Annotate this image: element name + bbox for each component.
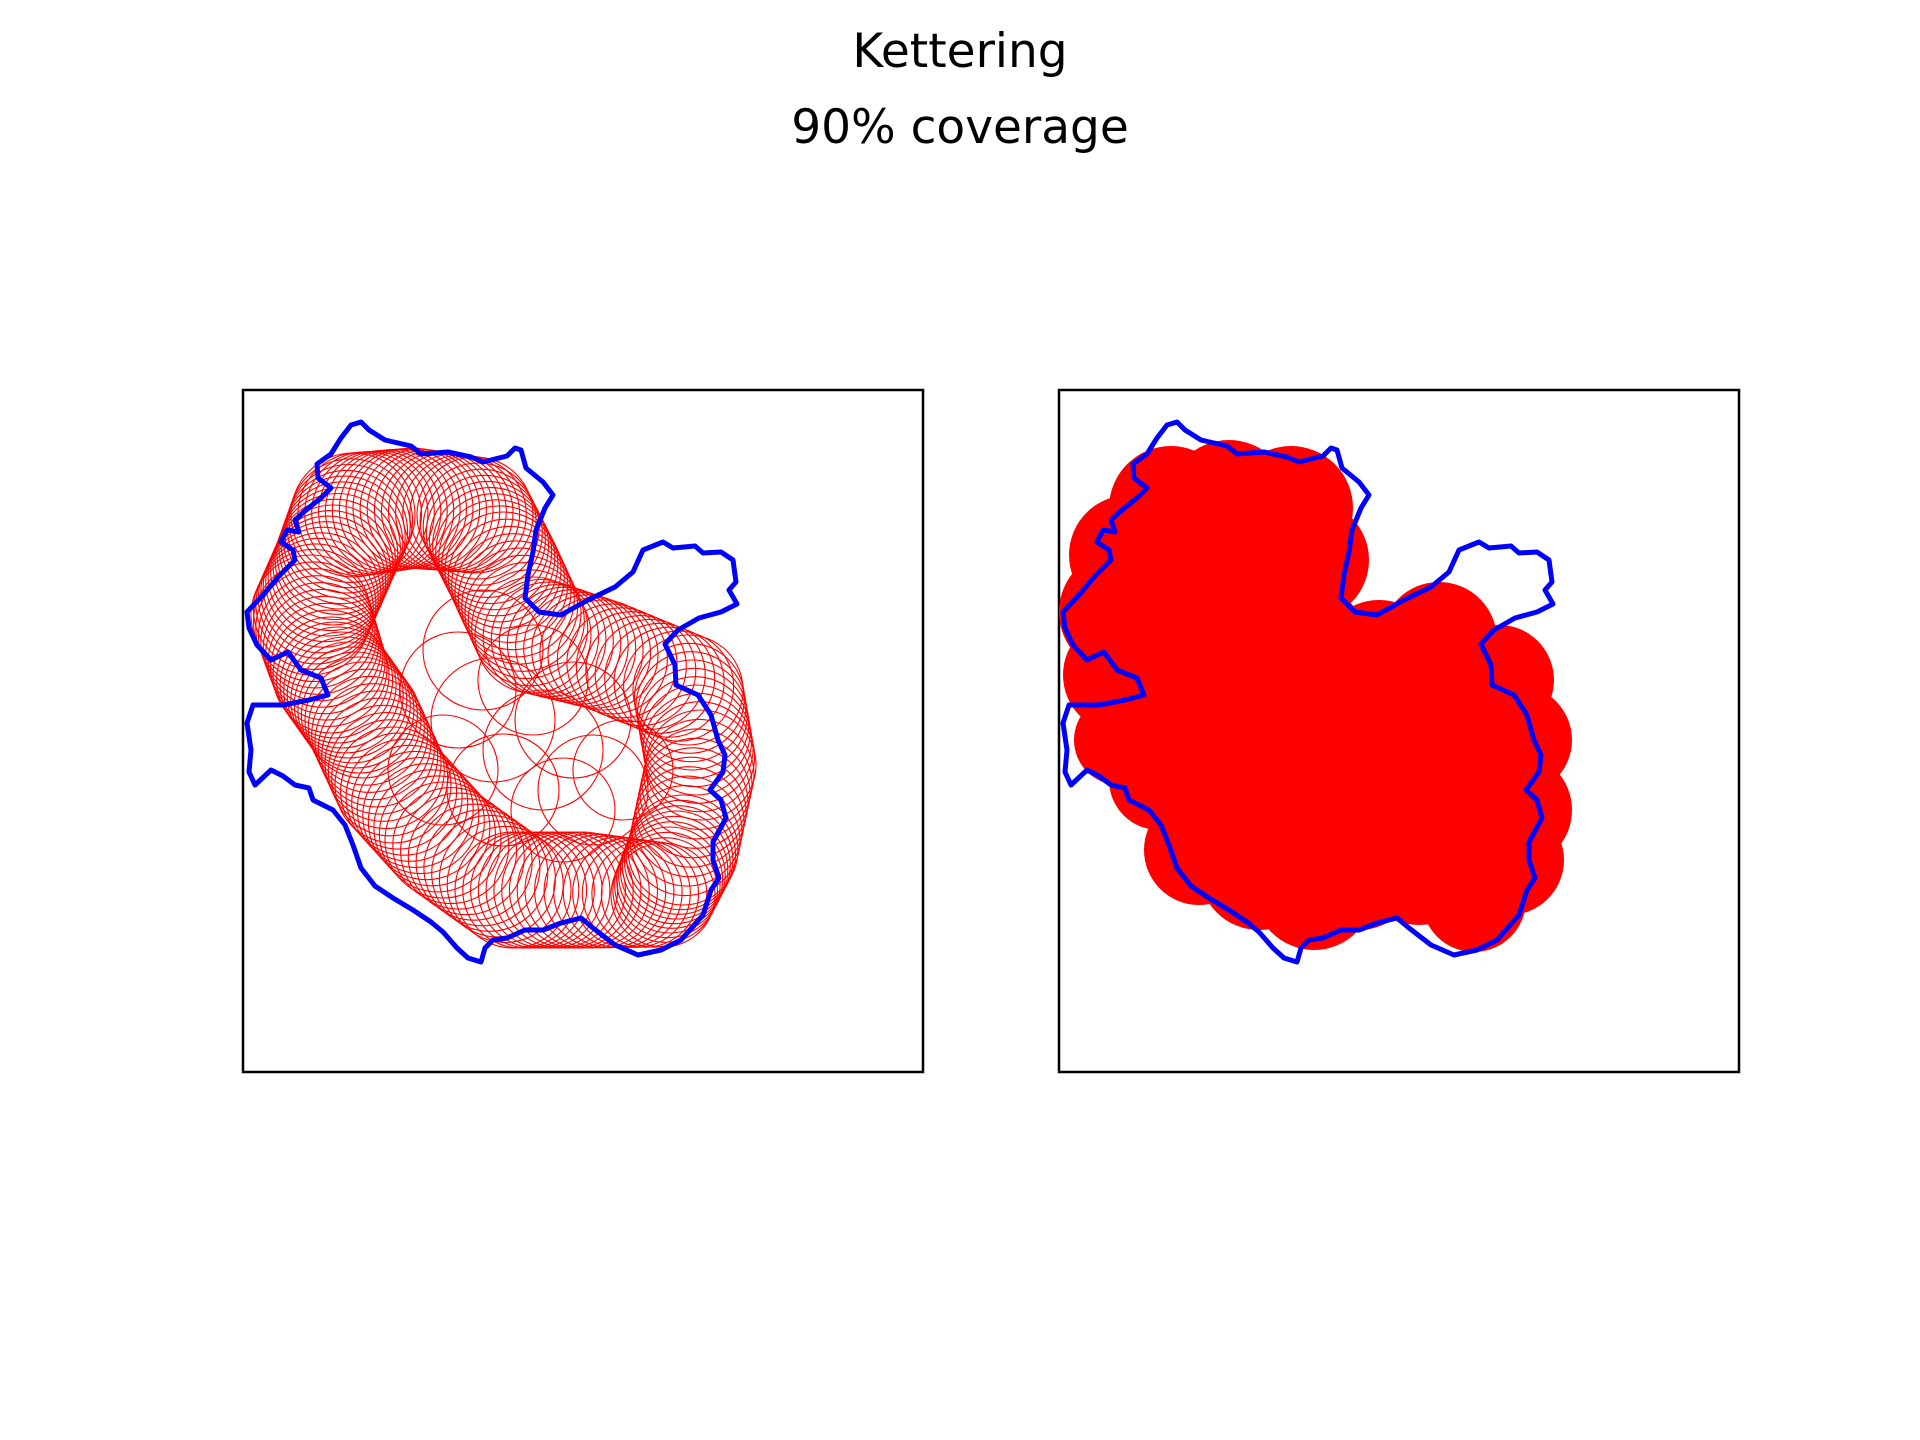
coverage-circle (430, 657, 556, 783)
coverage-circle (1109, 540, 1249, 680)
kettering-boundary (1060, 419, 1556, 965)
coverage-circle (351, 744, 469, 862)
coverage-circle (345, 738, 463, 856)
figure-subtitle: 90% coverage (791, 100, 1129, 155)
coverage-circle (441, 505, 559, 623)
coverage-circle (400, 792, 518, 910)
coverage-circle (639, 737, 751, 849)
coverage-circle (274, 498, 396, 621)
coverage-circle (514, 661, 632, 779)
coverage-circle (278, 487, 401, 610)
coverage-circle (637, 747, 749, 859)
coverage-circle (645, 709, 757, 821)
coverage-circle (340, 732, 458, 850)
coverage-circle (482, 689, 604, 811)
coverage-circle (399, 631, 517, 749)
coverage-circle (422, 589, 544, 711)
coverage-circle (506, 586, 622, 702)
coverage-circle (446, 733, 560, 847)
coverage-map-outline-panel (241, 388, 925, 1074)
coverage-circle (604, 622, 716, 734)
coverage-circle (523, 591, 637, 705)
coverage-circle (255, 568, 376, 689)
coverage-circle (311, 675, 429, 793)
coverage-circle (477, 624, 589, 736)
coverage-circle (510, 757, 616, 863)
coverage-circle (428, 480, 546, 598)
coverage-circles (1059, 440, 1572, 952)
coverage-circle (419, 462, 537, 580)
coverage-circle (572, 719, 674, 821)
coverage-circle (362, 757, 480, 875)
coverage-circle (286, 636, 404, 754)
coverage-circle (474, 576, 592, 694)
coverage-circle (288, 458, 414, 583)
coverage-circle (300, 656, 418, 774)
coverage-circle (423, 809, 541, 927)
coverage-circle (435, 493, 553, 611)
coverage-circle (272, 616, 390, 734)
coverage-circle (286, 463, 411, 589)
coverage-circle (618, 821, 726, 929)
coverage-circle (276, 621, 394, 739)
map-frame (241, 388, 925, 1074)
coverage-circle (629, 785, 741, 897)
figure-title: Kettering (852, 24, 1068, 79)
coverage-circle (387, 714, 499, 826)
coverage-circle (534, 832, 650, 949)
coverage-circle (321, 697, 439, 815)
coverage-circle (490, 581, 607, 698)
coverage-circle (619, 815, 729, 925)
coverage-circle (378, 775, 496, 893)
coverage-circle (276, 492, 399, 615)
coverage-circle (431, 814, 549, 932)
coverage-circle (498, 584, 614, 700)
coverage-circle (260, 582, 380, 702)
coverage-circle (537, 734, 649, 846)
coverage-circle (407, 798, 525, 916)
coverage-circle (415, 803, 533, 921)
coverage-circle (621, 810, 731, 920)
coverage-circle (612, 837, 719, 943)
coverage-circle (641, 728, 753, 840)
coverage-circle (1289, 660, 1429, 800)
coverage-circle (1074, 695, 1164, 785)
coverage-circle (613, 626, 725, 738)
coverage-circle (257, 575, 378, 695)
coverage-circle (633, 766, 745, 878)
coverage-map-filled-panel (1057, 388, 1741, 1074)
kettering-boundary (244, 419, 740, 965)
coverage-circle (438, 499, 556, 617)
